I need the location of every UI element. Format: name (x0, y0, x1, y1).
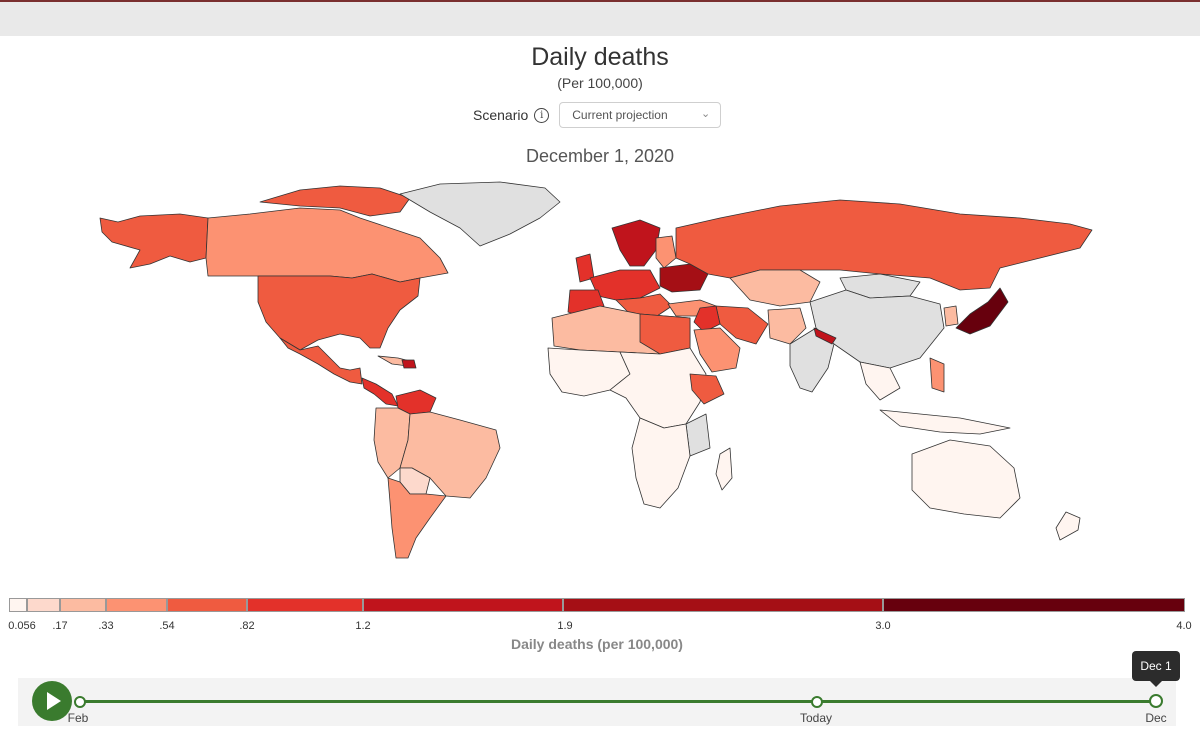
region-new-zealand (1055, 511, 1081, 541)
timeline-start-label: Feb (67, 711, 89, 725)
legend-bin-5 (247, 598, 363, 612)
scenario-control: Scenario i Current projection ⌄ (473, 101, 722, 129)
legend-title: Daily deaths (per 100,000) (511, 636, 683, 652)
timeline-slider-handle[interactable] (1149, 694, 1163, 708)
timeline-today-marker[interactable] (811, 696, 823, 708)
legend-bin-6 (363, 598, 563, 612)
region-iraq-syria (693, 305, 721, 333)
region-nepal (813, 327, 837, 345)
timeline-track[interactable] (78, 700, 1156, 703)
legend-tick-label: .82 (239, 620, 255, 632)
region-chile-argentina (387, 477, 447, 559)
region-greenland (399, 181, 561, 247)
play-icon (47, 692, 61, 710)
region-mexico (279, 337, 363, 385)
chevron-down-icon: ⌄ (701, 108, 711, 120)
region-korea (943, 305, 959, 327)
timeline-start-marker[interactable] (74, 696, 86, 708)
info-icon[interactable]: i (534, 107, 550, 123)
legend-bin-2 (60, 598, 106, 612)
region-philippines (929, 357, 945, 393)
legend-tick-label: 1.9 (557, 620, 573, 632)
legend-tick-label: .33 (98, 620, 114, 632)
timeline-today-label: Today (799, 711, 833, 725)
region-japan (955, 287, 1009, 335)
scenario-selected-value: Current projection (572, 108, 668, 122)
region-madagascar (715, 447, 733, 491)
legend-tick-label: .54 (159, 620, 175, 632)
region-arctic-islands (259, 185, 411, 217)
legend-bin-4 (167, 598, 247, 612)
legend: 0.056 .17 .33 .54 .82 1.2 1.9 3.0 4.0 Da… (0, 590, 1200, 660)
timeline-end-label: Dec (1145, 711, 1167, 725)
legend-tick-label: 1.2 (355, 620, 371, 632)
region-saudi (693, 327, 741, 373)
legend-bin-1 (27, 598, 60, 612)
timeline-tooltip: Dec 1 (1132, 651, 1180, 687)
scenario-label: Scenario (473, 107, 529, 123)
region-canada (205, 207, 449, 283)
region-france-germany (589, 269, 661, 301)
page-title: Daily deaths (531, 43, 669, 71)
region-australia (911, 439, 1021, 519)
region-kazakhstan (729, 269, 821, 307)
world-map (99, 181, 1093, 559)
legend-tick-label: .17 (52, 620, 68, 632)
region-indonesia (879, 409, 1011, 435)
legend-tick-label: 0.056 (8, 620, 36, 632)
region-central-america (361, 377, 399, 407)
play-button[interactable] (32, 681, 72, 721)
scenario-dropdown[interactable]: Current projection ⌄ (559, 102, 722, 128)
region-ethiopia (689, 373, 725, 405)
page-subtitle: (Per 100,000) (557, 75, 643, 91)
legend-tick-label: 3.0 (875, 620, 891, 632)
region-se-asia (859, 361, 901, 401)
legend-tick-label: 4.0 (1176, 620, 1192, 632)
region-usa (257, 273, 421, 351)
top-bar (0, 0, 1200, 36)
region-finland (655, 235, 677, 269)
legend-bin-3 (106, 598, 167, 612)
region-scandinavia (611, 219, 661, 267)
region-afghanistan-pakistan (767, 307, 807, 345)
map-date: December 1, 2020 (525, 146, 675, 166)
legend-bin-8 (883, 598, 1185, 612)
region-alaska (99, 213, 209, 269)
legend-bin-0 (9, 598, 27, 612)
region-russia (675, 199, 1093, 291)
legend-bin-7 (563, 598, 883, 612)
region-southern-africa (631, 417, 691, 509)
region-hispaniola (401, 359, 417, 369)
timeline: Feb Today Dec (18, 678, 1176, 726)
